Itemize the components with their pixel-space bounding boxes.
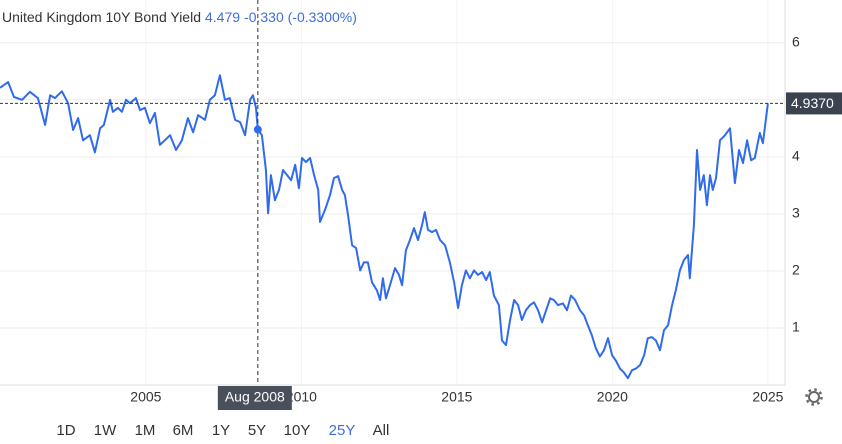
range-button[interactable]: 1Y	[211, 422, 231, 439]
x-tick-label: 2010	[286, 389, 317, 405]
y-tick-label: 4	[792, 148, 800, 164]
y-tick-label: 2	[792, 262, 800, 278]
last-value-label: 4.9370	[791, 95, 834, 111]
header: United Kingdom 10Y Bond Yield 4.479 -0.330…	[2, 9, 357, 25]
gear-ring[interactable]	[808, 391, 820, 403]
range-button[interactable]: 1D	[56, 422, 76, 439]
x-tick-label: 2005	[130, 389, 161, 405]
title: United Kingdom 10Y Bond Yield	[2, 9, 201, 25]
range-button[interactable]: 1M	[134, 422, 156, 439]
range-button[interactable]: 1W	[93, 422, 117, 439]
crosshair-box	[217, 386, 292, 410]
y-tick-label: 3	[792, 205, 800, 221]
change: -0.330 (-0.3300%)	[244, 9, 357, 25]
header-value: 4.479	[205, 9, 241, 25]
range-button[interactable]: 6M	[172, 422, 194, 439]
line-series	[0, 74, 769, 380]
gear-teeth[interactable]	[805, 388, 823, 406]
gear-icon[interactable]	[805, 388, 823, 406]
y-tick-label: 6	[792, 33, 800, 49]
range-bar: 1D 1W 1M 6M 1Y 5Y 10Y 25Y All	[0, 422, 842, 442]
range-button[interactable]: 10Y	[283, 422, 311, 439]
x-tick-label: 2025	[752, 389, 783, 405]
crosshair-label: Aug 2008	[225, 389, 285, 405]
range-button[interactable]: 25Y	[328, 422, 356, 439]
range-button[interactable]: 5Y	[247, 422, 267, 439]
y-tick-label: 1	[792, 319, 800, 335]
crosshair-dot	[253, 125, 262, 134]
range-button[interactable]: All	[372, 422, 390, 439]
x-tick-label: 2015	[441, 389, 472, 405]
last-value-box	[786, 92, 842, 115]
x-tick-label: 2020	[597, 389, 628, 405]
